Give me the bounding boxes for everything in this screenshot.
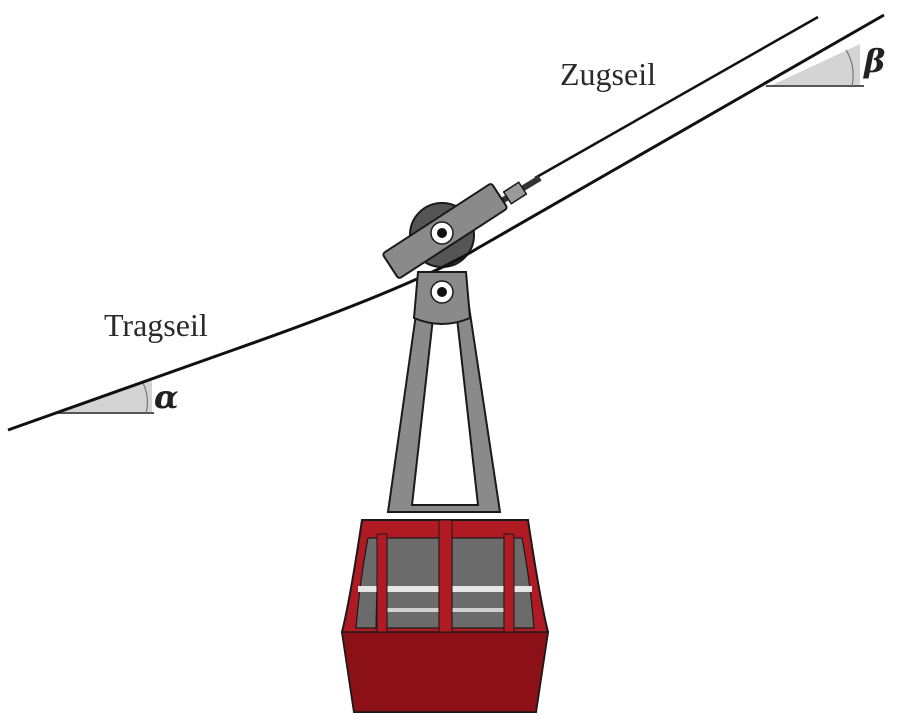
alpha-label: α: [154, 378, 179, 416]
angle-alpha-arc: [142, 382, 149, 414]
cabin-window-left: [355, 537, 379, 629]
gondola-cabin: [340, 519, 550, 713]
window-reflection: [452, 608, 504, 612]
cabin-window: [386, 537, 440, 629]
clamp-nut: [502, 181, 528, 205]
window-reflection: [358, 586, 377, 592]
angle-beta-arc: [845, 49, 854, 87]
rope-clamp: [382, 175, 542, 279]
window-reflection: [387, 586, 439, 592]
window-reflection: [452, 586, 504, 592]
cabin-pillar: [503, 533, 515, 633]
window-reflection: [513, 586, 532, 592]
haul-rope: [534, 15, 819, 180]
cabin-window: [451, 537, 505, 629]
cabin-pillar: [438, 519, 453, 633]
cabin-lower-panel: [341, 631, 549, 713]
zugseil-label: Zugseil: [560, 56, 656, 92]
beta-label: β: [863, 42, 885, 80]
angle-beta-wedge: [770, 44, 860, 86]
track-rope: [7, 13, 885, 432]
lower-pin-center: [437, 287, 447, 297]
window-reflection: [387, 608, 439, 612]
cabin-pillar: [376, 533, 388, 633]
upper-pin-center: [437, 228, 447, 238]
tragseil-label: Tragseil: [104, 307, 208, 343]
